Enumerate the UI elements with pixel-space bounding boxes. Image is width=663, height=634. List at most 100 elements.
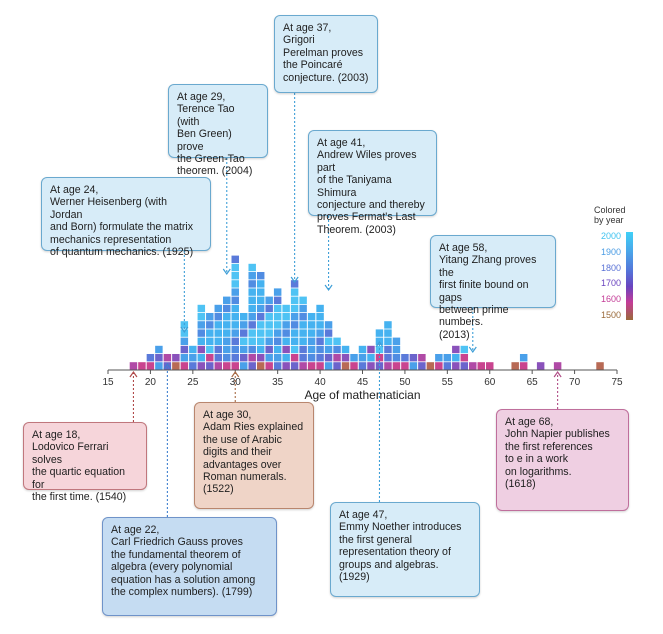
- bar-cell: [316, 304, 324, 313]
- annotation-line: first finite bound on gaps: [439, 279, 529, 304]
- bar-cell: [223, 354, 231, 362]
- bar-cell: [290, 337, 299, 345]
- bar-cell: [256, 362, 265, 370]
- bar-cell: [256, 329, 265, 337]
- bar-cell: [299, 304, 307, 313]
- bar-cell: [392, 362, 401, 370]
- annotation-line: Werner Heisenberg (with Jordan: [50, 196, 167, 221]
- bar-cell: [282, 329, 290, 337]
- bar-cell: [248, 296, 256, 304]
- leader-arrowhead: [129, 370, 138, 378]
- annotation-zhang: At age 58, Yitang Zhang proves the first f…: [430, 235, 556, 341]
- bar-cell: [392, 354, 401, 362]
- x-tick-label: 15: [102, 377, 114, 388]
- bar-cell: [307, 329, 316, 337]
- annotation-line: algebra (every polynomial: [111, 561, 233, 574]
- bar-cell: [392, 345, 401, 354]
- bar-cell: [350, 362, 358, 370]
- bar-cell: [206, 329, 214, 337]
- leader-arrowhead: [180, 326, 189, 334]
- bar-cell: [129, 362, 138, 370]
- bar-cell: [511, 362, 519, 370]
- bar-cell: [239, 337, 248, 345]
- bar-cell: [248, 263, 256, 272]
- bar-cell: [519, 362, 528, 370]
- bar-age-28: [214, 304, 223, 370]
- bar-age-55: [443, 354, 452, 370]
- x-tick-label: 50: [399, 377, 411, 388]
- bar-cell: [401, 362, 409, 370]
- bar-cell: [239, 313, 248, 321]
- bar-cell: [341, 345, 350, 354]
- annotation-line: John Napier publishes: [505, 428, 610, 441]
- annotation-line: the use of Arabic: [203, 433, 282, 446]
- bar-cell: [435, 354, 443, 362]
- annotation-leaders: [129, 93, 562, 517]
- bar-cell: [265, 304, 273, 313]
- annotation-line: the fundamental theorem of: [111, 548, 241, 561]
- bar-cell: [384, 321, 392, 329]
- bar-age-34: [265, 296, 273, 370]
- bar-cell: [265, 362, 273, 370]
- bar-cell: [265, 345, 273, 354]
- annotation-line: advantages over: [203, 458, 282, 471]
- bar-cell: [290, 280, 299, 288]
- bar-cell: [223, 304, 231, 313]
- bar-age-51: [409, 354, 418, 370]
- bar-cell: [367, 362, 375, 370]
- bar-cell: [418, 362, 426, 370]
- bar-cell: [273, 337, 282, 345]
- bar-cell: [248, 313, 256, 321]
- annotation-age: At age 22,: [111, 524, 160, 536]
- bar-cell: [358, 345, 367, 354]
- bar-cell: [231, 304, 239, 313]
- bar-cell: [223, 362, 231, 370]
- annotation-line: of the Taniyama Shimura: [317, 174, 392, 199]
- bar-age-32: [248, 263, 256, 370]
- bar-cell: [316, 329, 324, 337]
- bar-cell: [384, 345, 392, 354]
- bar-cell: [214, 345, 223, 354]
- annotation-age: At age 47,: [339, 509, 388, 521]
- bar-cell: [273, 354, 282, 362]
- colorbar-tick-label: 1900: [601, 246, 622, 257]
- bar-cell: [307, 337, 316, 345]
- bar-cell: [333, 362, 341, 370]
- bar-cell: [596, 362, 604, 370]
- bar-cell: [223, 296, 231, 304]
- bar-cell: [409, 354, 418, 362]
- bar-cell: [256, 280, 265, 288]
- annotation-line: Theorem. (2003): [317, 223, 396, 236]
- annotation-heisenberg: At age 24, Werner Heisenberg (with Jordan…: [41, 177, 211, 258]
- bar-cell: [282, 345, 290, 354]
- annotation-perelman: At age 37, Grigori Perelman proves the Poin…: [274, 15, 378, 93]
- bar-cell: [172, 354, 180, 362]
- annotation-line: Roman numerals.: [203, 471, 287, 484]
- annotation-line: Yitang Zhang proves the: [439, 254, 537, 279]
- bar-cell: [333, 354, 341, 362]
- bar-age-30: [231, 255, 239, 370]
- bar-age-37: [290, 280, 299, 370]
- bar-cell: [223, 321, 231, 329]
- annotation-age: At age 68,: [505, 416, 554, 428]
- bar-cell: [273, 321, 282, 329]
- bar-age-26: [197, 304, 206, 370]
- annotation-tao: At age 29, Terence Tao (with Ben Green) pr…: [168, 84, 268, 177]
- bar-cell: [324, 354, 333, 362]
- annotation-line: (1929): [339, 571, 370, 584]
- x-tick-label: 70: [569, 377, 581, 388]
- bar-cell: [324, 345, 333, 354]
- bar-age-60: [486, 362, 494, 370]
- leader-arrowhead: [553, 370, 562, 378]
- x-tick-label: 75: [611, 377, 623, 388]
- bar-cell: [299, 296, 307, 304]
- annotation-gauss: At age 22, Carl Friedrich Gauss proves the…: [102, 517, 277, 616]
- bar-cell: [324, 362, 333, 370]
- x-tick-label: 30: [230, 377, 242, 388]
- bar-age-29: [223, 296, 231, 370]
- annotation-line: Carl Friedrich Gauss proves: [111, 536, 243, 549]
- bar-cell: [223, 329, 231, 337]
- annotation-line: (2013): [439, 328, 470, 341]
- bar-age-22: [163, 354, 172, 370]
- bar-cell: [265, 313, 273, 321]
